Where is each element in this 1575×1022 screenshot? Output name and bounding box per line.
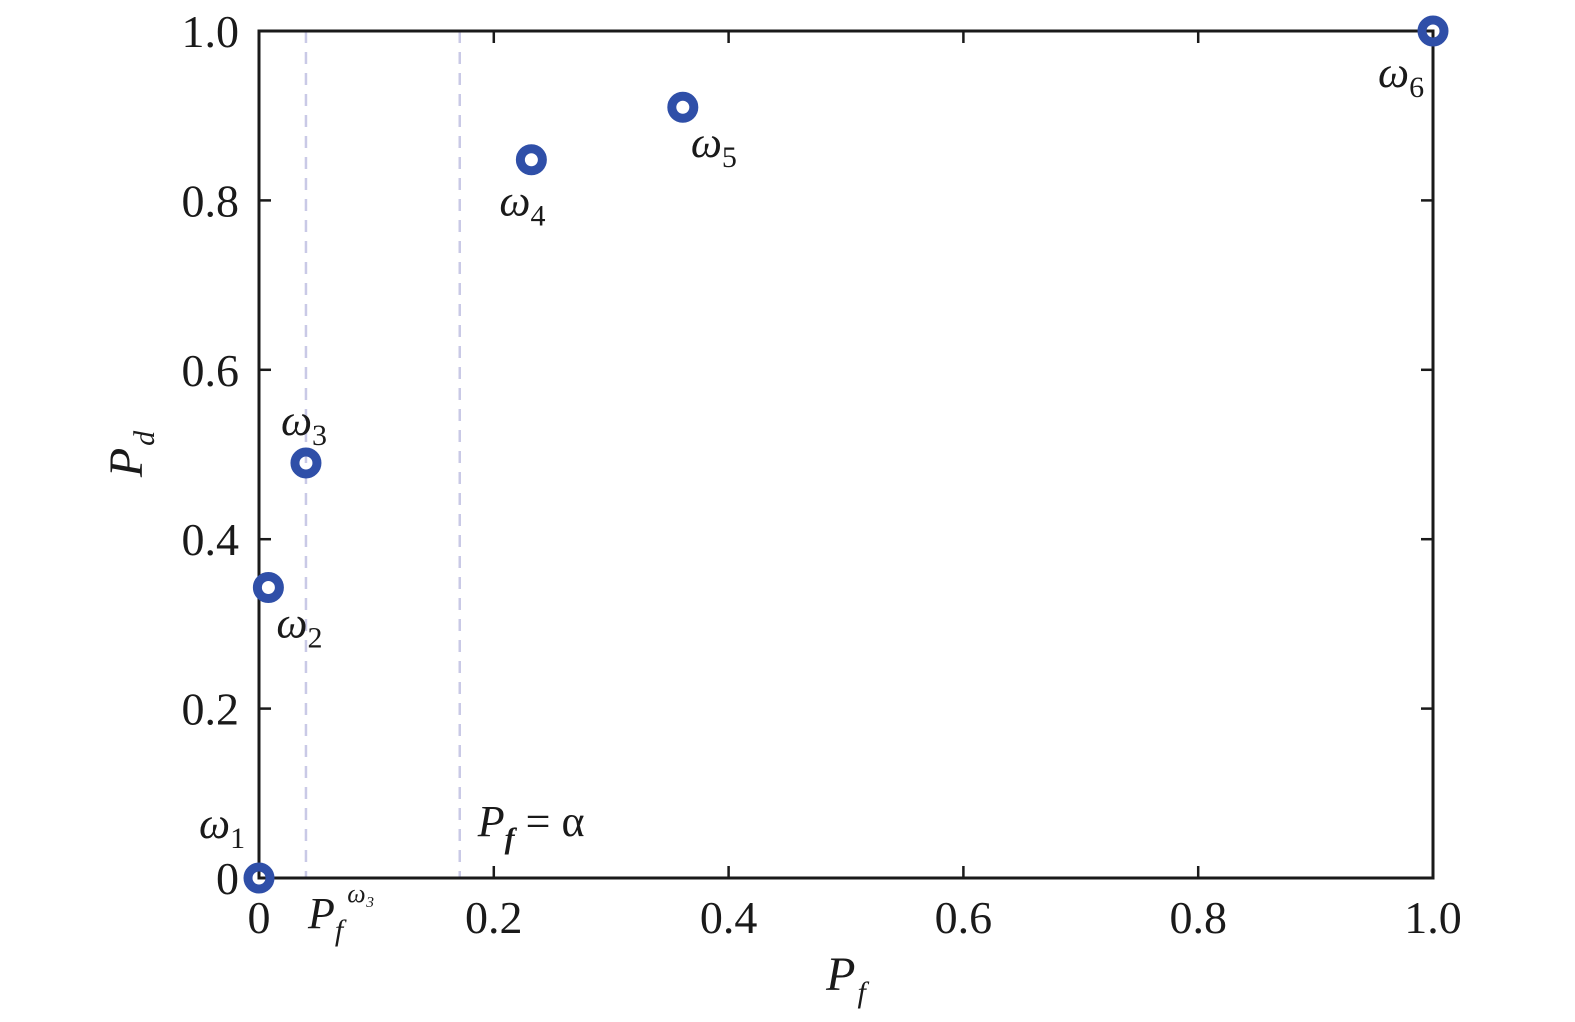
y-axis-ticks: 0 0.2 0.4 0.6 0.8 1.0: [182, 6, 1433, 904]
y-tick-label: 0.4: [182, 514, 240, 565]
x-tick-label: 0.4: [700, 892, 758, 943]
x-tick-label: 1.0: [1404, 892, 1462, 943]
data-point-marker: [667, 91, 699, 123]
y-tick-label: 1.0: [182, 6, 240, 57]
x-axis-ticks: 0 0.2 0.4 0.6 0.8 1.0: [248, 31, 1462, 943]
data-point-marker: [1417, 15, 1449, 47]
data-point-label: ω1: [199, 799, 245, 855]
data-point-label: ω2: [276, 598, 322, 654]
reference-line-label: Pf = α: [477, 797, 585, 855]
x-tick-label: 0.2: [465, 892, 523, 943]
data-point-label: ω4: [499, 177, 545, 233]
reference-line-label: Pfω₃: [307, 879, 375, 947]
y-tick-label: 0.6: [182, 345, 240, 396]
x-tick-label: 0.6: [935, 892, 993, 943]
x-axis-title: Pf: [825, 948, 869, 1009]
reference-lines: [304, 31, 462, 878]
y-tick-label: 0.8: [182, 175, 240, 226]
data-point-label: ω6: [1378, 48, 1424, 104]
point-labels: ω1 ω2 ω3 ω4 ω5 ω6: [199, 48, 1424, 855]
x-tick-label: 0: [248, 892, 271, 943]
y-tick-label: 0.2: [182, 684, 240, 735]
x-tick-label: 0.8: [1169, 892, 1227, 943]
data-point-marker: [515, 144, 547, 176]
data-point-label: ω5: [691, 118, 737, 174]
data-point-marker: [243, 862, 275, 894]
y-tick-label: 0: [216, 853, 239, 904]
data-point-marker: [290, 447, 322, 479]
reference-line-labels: Pfω₃ Pf = α: [307, 797, 585, 947]
data-points: [243, 15, 1449, 894]
y-axis-title: Pd: [100, 430, 161, 478]
plot-frame: [257, 29, 1435, 880]
data-point-label: ω3: [281, 396, 327, 452]
data-point-marker: [252, 571, 284, 603]
